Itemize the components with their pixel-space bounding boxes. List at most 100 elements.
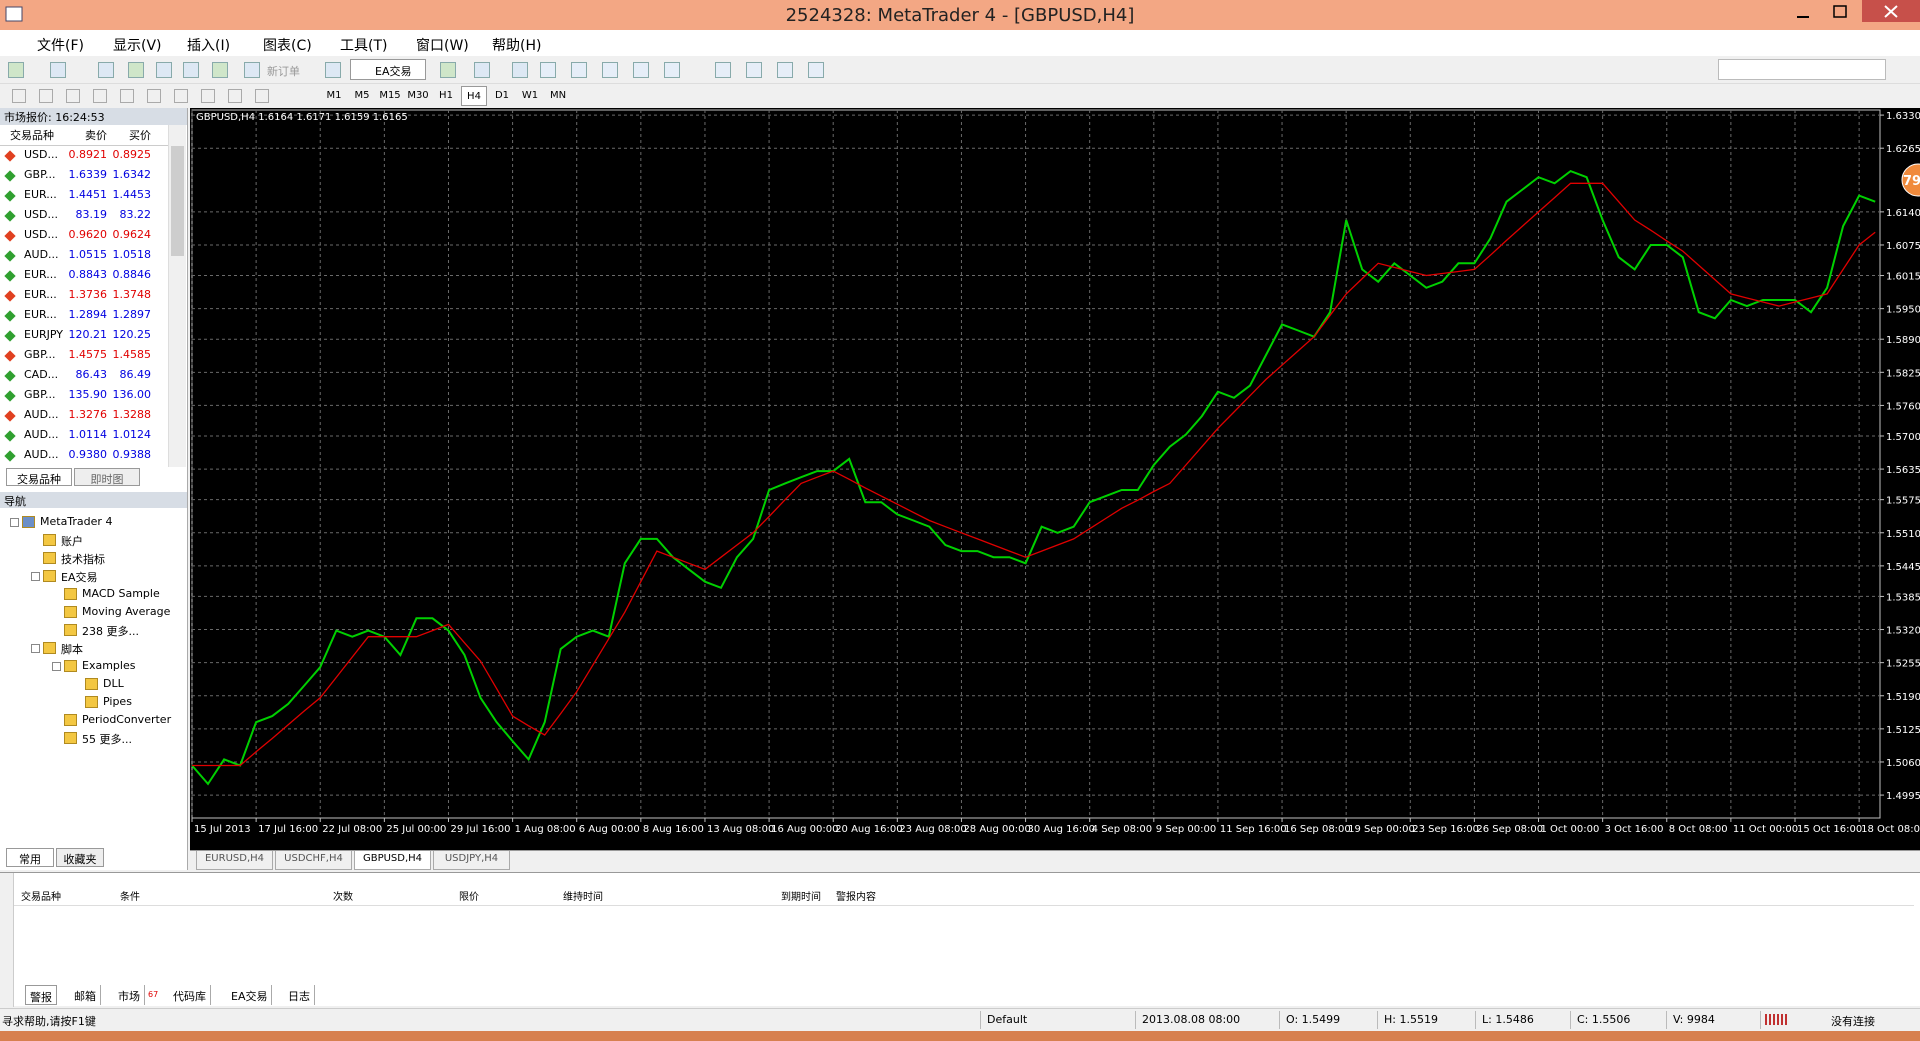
toolbar-button[interactable] <box>128 62 144 78</box>
toolbar-button[interactable] <box>474 62 490 78</box>
symbol[interactable]: GBP... <box>24 388 56 401</box>
symbol[interactable]: CAD... <box>24 368 59 381</box>
menu-item[interactable]: 窗口(W) <box>416 38 469 54</box>
draw-tool[interactable] <box>255 89 269 103</box>
toolbar-button[interactable] <box>602 62 618 78</box>
draw-tool[interactable] <box>228 89 242 103</box>
new-order-button[interactable]: 新订单 <box>267 65 300 78</box>
tree-item[interactable]: Pipes <box>103 695 132 708</box>
symbol[interactable]: EUR... <box>24 188 57 201</box>
panel-tab[interactable]: 即时图 <box>74 468 140 486</box>
timeframe-button[interactable]: W1 <box>521 90 539 101</box>
symbol[interactable]: GBP... <box>24 168 56 181</box>
timeframe-button[interactable]: M1 <box>326 90 342 101</box>
timeframe-button[interactable]: H1 <box>439 90 453 101</box>
symbol[interactable]: GBP... <box>24 348 56 361</box>
panel-tab[interactable]: 收藏夹 <box>56 848 104 867</box>
symbol[interactable]: AUD... <box>24 248 59 261</box>
terminal-tab[interactable]: 市场 <box>114 985 145 1005</box>
draw-tool[interactable] <box>120 89 134 103</box>
symbol[interactable]: AUD... <box>24 408 59 421</box>
draw-tool[interactable] <box>201 89 215 103</box>
timeframe-button[interactable]: MN <box>549 90 567 101</box>
symbol[interactable]: AUD... <box>24 448 59 461</box>
terminal-tab[interactable]: 邮箱 <box>70 985 101 1005</box>
panel-tab[interactable]: 常用 <box>6 848 54 867</box>
terminal-tab[interactable]: EA交易 <box>227 985 273 1005</box>
tree-item[interactable]: Moving Average <box>82 605 171 618</box>
timeframe-button[interactable]: M5 <box>354 90 370 101</box>
toolbar-button[interactable] <box>325 62 341 78</box>
timeframe-button[interactable]: M30 <box>407 90 429 101</box>
toolbar-button[interactable] <box>156 62 172 78</box>
toolbar-button[interactable] <box>664 62 680 78</box>
menu-item[interactable]: 帮助(H) <box>492 38 542 54</box>
toolbar-button[interactable] <box>808 62 824 78</box>
terminal-tab[interactable]: 日志 <box>284 985 315 1005</box>
menu-item[interactable]: 显示(V) <box>113 38 162 54</box>
draw-tool[interactable] <box>174 89 188 103</box>
tree-item[interactable]: EA交易 <box>61 571 98 584</box>
tree-expander[interactable] <box>31 644 40 653</box>
draw-tool[interactable] <box>147 89 161 103</box>
timeframe-button[interactable]: D1 <box>494 90 510 101</box>
chart-tab[interactable]: USDCHF,H4 <box>275 851 352 870</box>
maximize-button[interactable] <box>1833 5 1847 18</box>
tree-item[interactable]: MACD Sample <box>82 587 160 600</box>
toolbar-button[interactable] <box>212 62 228 78</box>
tree-item[interactable]: MetaTrader 4 <box>40 515 113 528</box>
toolbar-button[interactable] <box>244 62 260 78</box>
timeframe-button[interactable]: H4 <box>461 86 487 106</box>
symbol[interactable]: EUR... <box>24 268 57 281</box>
symbol[interactable]: EURJPY <box>24 328 63 341</box>
symbol[interactable]: EUR... <box>24 308 57 321</box>
toolbar-button[interactable] <box>746 62 762 78</box>
symbol[interactable]: AUD... <box>24 428 59 441</box>
bid: 1.3276 <box>68 408 108 421</box>
draw-tool[interactable] <box>66 89 80 103</box>
tree-item[interactable]: DLL <box>103 677 124 690</box>
toolbar-button[interactable] <box>715 62 731 78</box>
toolbar-button[interactable] <box>512 62 528 78</box>
tree-item[interactable]: Examples <box>82 659 136 672</box>
tree-item[interactable]: 238 更多... <box>82 625 139 638</box>
symbol[interactable]: USD... <box>24 228 58 241</box>
tree-expander[interactable] <box>52 662 61 671</box>
panel-tab[interactable]: 交易品种 <box>6 468 72 486</box>
tree-item[interactable]: 脚本 <box>61 643 83 656</box>
symbol[interactable]: USD... <box>24 208 58 221</box>
toolbar-button[interactable] <box>183 62 199 78</box>
symbol[interactable]: USD... <box>24 148 58 161</box>
toolbar-button[interactable] <box>8 62 24 78</box>
timeframe-button[interactable]: M15 <box>379 90 401 101</box>
toolbar-button[interactable] <box>540 62 556 78</box>
toolbar-button[interactable] <box>50 62 66 78</box>
chart-tab[interactable]: EURUSD,H4 <box>196 851 273 870</box>
tree-item[interactable]: 账户 <box>61 535 83 548</box>
toolbar-button[interactable] <box>571 62 587 78</box>
draw-tool[interactable] <box>12 89 26 103</box>
tree-expander[interactable] <box>31 572 40 581</box>
draw-tool[interactable] <box>93 89 107 103</box>
tree-item[interactable]: 55 更多... <box>82 733 132 746</box>
symbol[interactable]: EUR... <box>24 288 57 301</box>
toolbar-button[interactable] <box>440 62 456 78</box>
tree-expander[interactable] <box>10 518 19 527</box>
y-tick-label: 1.6140 <box>1886 208 1920 219</box>
chart-tab[interactable]: GBPUSD,H4 <box>354 851 431 870</box>
toolbar-button[interactable] <box>98 62 114 78</box>
menu-item[interactable]: 文件(F) <box>37 38 84 54</box>
search-box[interactable] <box>1718 59 1886 80</box>
ea-trading-button[interactable]: EA交易 <box>350 59 426 80</box>
chart-tab[interactable]: USDJPY,H4 <box>433 851 510 870</box>
terminal-tab[interactable]: 警报 <box>25 985 57 1005</box>
terminal-tab[interactable]: 代码库 <box>169 985 211 1005</box>
toolbar-button[interactable] <box>633 62 649 78</box>
tree-item[interactable]: 技术指标 <box>61 553 105 566</box>
draw-tool[interactable] <box>39 89 53 103</box>
menu-item[interactable]: 工具(T) <box>340 38 388 54</box>
menu-item[interactable]: 插入(I) <box>187 38 231 54</box>
menu-item[interactable]: 图表(C) <box>263 38 312 54</box>
toolbar-button[interactable] <box>777 62 793 78</box>
tree-item[interactable]: PeriodConverter <box>82 713 172 726</box>
